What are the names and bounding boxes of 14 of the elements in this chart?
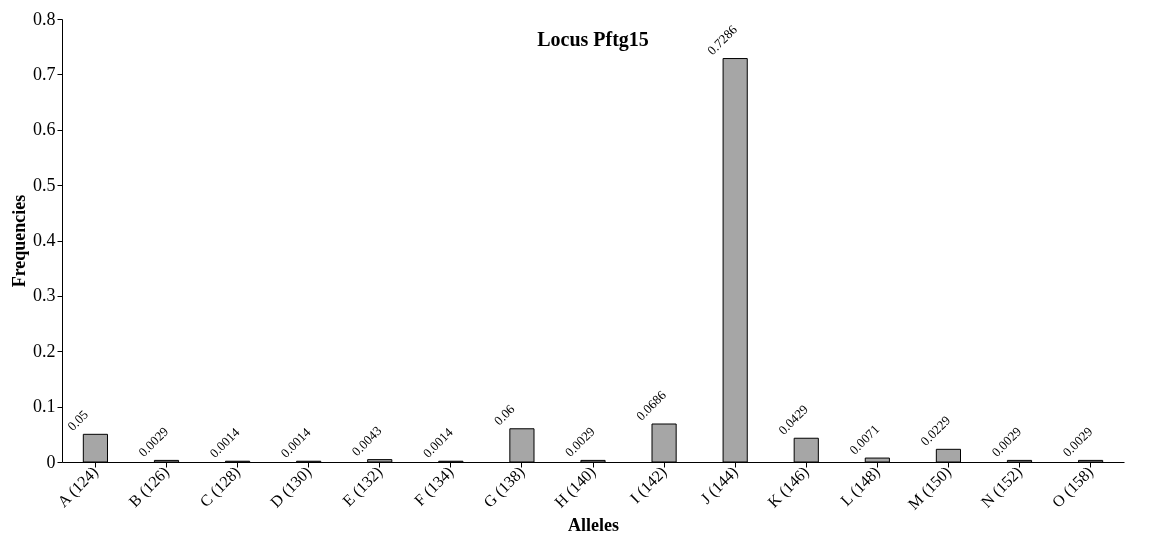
data-label: 0.05 xyxy=(64,406,91,434)
y-tick-label: 0.3 xyxy=(33,285,56,306)
x-axis-title: Alleles xyxy=(568,514,619,535)
data-label: 0.06 xyxy=(490,401,518,429)
y-tick-label: 0.7 xyxy=(33,63,56,84)
y-tick-label: 0.6 xyxy=(33,119,56,140)
y-tick-label: 0.1 xyxy=(33,396,56,417)
y-tick-label: 0.5 xyxy=(33,174,56,195)
y-tick-label: 0 xyxy=(46,451,56,472)
y-tick-label: 0.8 xyxy=(33,8,56,29)
y-tick-label: 0.4 xyxy=(33,230,56,250)
chart-title: Locus Pftg15 xyxy=(537,28,649,51)
y-axis-title: Frequencies xyxy=(9,194,29,288)
y-tick-label: 0.2 xyxy=(33,340,56,361)
